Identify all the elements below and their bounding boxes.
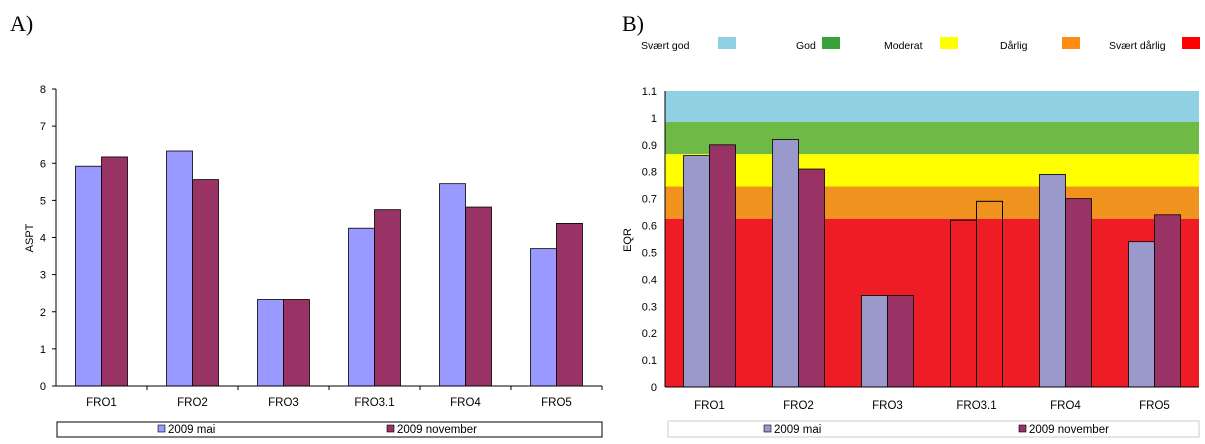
bar-fro2-2009-november <box>192 179 219 387</box>
panel-a-legend-label-november: 2009 november <box>397 424 477 436</box>
bar-fro5-2009-november <box>556 222 583 387</box>
category-label-fro5: FRO5 <box>1139 400 1170 412</box>
panel-b: B) Svært god God Moderat Dårlig Svært då… <box>622 11 1200 438</box>
y-tick-label: 8 <box>40 84 46 96</box>
y-tick-label: 0.7 <box>642 194 657 206</box>
bar-fro3-2009-november <box>283 299 310 387</box>
bar-fro4-2009-mai <box>1039 174 1066 388</box>
y-tick-label: 1 <box>40 344 46 356</box>
bar-fro1-2009-mai <box>683 155 710 388</box>
panel-b-band-legend: Svært god God Moderat Dårlig Svært dårli… <box>641 37 1200 52</box>
bar-fro4-2009-november <box>465 206 492 387</box>
bar-fro1-2009-november <box>101 156 128 387</box>
y-tick-label: 0.4 <box>642 274 657 286</box>
y-tick-label: 6 <box>40 158 46 170</box>
panel-a-label: A) <box>10 11 33 36</box>
bar-fro2-2009-mai <box>772 139 799 388</box>
band-sv-rt-d-rlig <box>665 218 1199 387</box>
y-tick-label: 0.8 <box>642 167 657 179</box>
panel-b-legend-label-mai: 2009 mai <box>774 424 821 436</box>
panel-a-y-ticks: 0 1 2 3 4 5 6 7 8 <box>40 84 56 393</box>
category-label-fro3-1: FRO3.1 <box>956 400 996 412</box>
y-tick-label: 4 <box>40 233 46 245</box>
y-tick-label: 0.1 <box>642 355 657 367</box>
y-tick-label: 0.2 <box>642 328 657 340</box>
category-label-fro1: FRO1 <box>694 400 725 412</box>
band-legend-swatch-god <box>822 37 840 49</box>
bar-fro5-2009-november <box>1154 214 1181 388</box>
panel-a: A) ASPT 0 1 2 3 4 5 6 7 8 FRO1 FRO2 FRO3 FRO3.1 FRO4… <box>10 11 603 438</box>
band-legend-label-god: God <box>796 40 816 52</box>
panel-b-legend-box <box>667 420 1200 438</box>
y-tick-label: 0.9 <box>642 140 657 152</box>
y-tick-label: 1.1 <box>642 86 657 98</box>
y-tick-label: 0.3 <box>642 301 657 313</box>
y-tick-label: 1 <box>651 113 657 125</box>
band-legend-swatch-svaert-darlig <box>1182 37 1200 49</box>
panel-b-bars <box>683 139 1181 388</box>
y-tick-label: 2 <box>40 307 46 319</box>
band-legend-label-svaert-god: Svært god <box>641 40 690 52</box>
category-label-fro3: FRO3 <box>872 400 903 412</box>
y-tick-label: 3 <box>40 270 46 282</box>
category-label-fro1: FRO1 <box>86 397 117 409</box>
band-god <box>665 121 1199 155</box>
panel-b-legend-swatch-mai <box>763 424 772 433</box>
bar-fro5-2009-mai <box>1128 241 1155 388</box>
panel-b-quality-bands <box>665 91 1199 387</box>
band-moderat <box>665 154 1199 187</box>
panel-a-y-axis-title: ASPT <box>24 223 36 252</box>
panel-b-category-labels: FRO1 FRO2 FRO3 FRO3.1 FRO4 FRO5 <box>694 400 1170 412</box>
panel-b-legend-swatch-november <box>1018 424 1027 433</box>
bar-fro5-2009-mai <box>530 248 557 387</box>
band-legend-swatch-moderat <box>940 37 958 49</box>
category-label-fro3: FRO3 <box>268 397 299 409</box>
category-label-fro4: FRO4 <box>450 397 481 409</box>
band-legend-label-darlig: Dårlig <box>1000 40 1028 52</box>
panel-b-label: B) <box>622 11 644 36</box>
panel-b-y-axis-title: EQR <box>622 228 634 252</box>
panel-a-legend-label-mai: 2009 mai <box>168 424 215 436</box>
y-tick-label: 0.6 <box>642 221 657 233</box>
band-legend-swatch-darlig <box>1062 37 1080 49</box>
category-label-fro3-1: FRO3.1 <box>354 397 394 409</box>
bar-fro3-1-2009-november <box>374 209 401 387</box>
band-sv-rt-god <box>665 91 1199 122</box>
band-legend-label-svaert-darlig: Svært dårlig <box>1109 40 1166 52</box>
panel-a-legend-swatch-mai <box>157 424 166 433</box>
bar-fro3-2009-november <box>887 295 914 388</box>
bar-fro2-2009-mai <box>166 150 193 387</box>
panel-a-legend: 2009 mai 2009 november <box>56 421 603 438</box>
bar-fro4-2009-november <box>1065 198 1092 388</box>
bar-fro3-2009-mai <box>861 295 888 388</box>
bar-fro3-1-2009-mai <box>348 227 375 387</box>
category-label-fro4: FRO4 <box>1050 400 1081 412</box>
category-label-fro2: FRO2 <box>177 397 208 409</box>
panel-b-legend: 2009 mai 2009 november <box>667 420 1200 438</box>
panel-a-legend-swatch-november <box>386 424 395 433</box>
y-tick-label: 7 <box>40 121 46 133</box>
y-tick-label: 5 <box>40 195 46 207</box>
category-label-fro5: FRO5 <box>541 397 572 409</box>
bar-fro4-2009-mai <box>439 183 466 387</box>
bar-fro2-2009-november <box>798 168 825 388</box>
panel-a-category-labels: FRO1 FRO2 FRO3 FRO3.1 FRO4 FRO5 <box>86 386 603 409</box>
band-d-rlig <box>665 186 1199 219</box>
panel-a-legend-box <box>56 421 603 438</box>
panel-b-y-ticks: 0 0.1 0.2 0.3 0.4 0.5 0.6 0.7 0.8 0.9 1 1.1 <box>642 86 657 394</box>
y-tick-label: 0 <box>651 382 657 394</box>
y-tick-label: 0.5 <box>642 247 657 259</box>
band-legend-label-moderat: Moderat <box>884 40 923 52</box>
bar-fro1-2009-mai <box>75 165 102 387</box>
panel-b-legend-label-november: 2009 november <box>1029 424 1109 436</box>
band-legend-swatch-svaert-god <box>718 37 736 49</box>
bar-fro1-2009-november <box>709 144 736 388</box>
panel-a-bars <box>75 150 583 387</box>
bar-fro3-2009-mai <box>257 299 284 387</box>
y-tick-label: 0 <box>40 381 46 393</box>
category-label-fro2: FRO2 <box>783 400 814 412</box>
